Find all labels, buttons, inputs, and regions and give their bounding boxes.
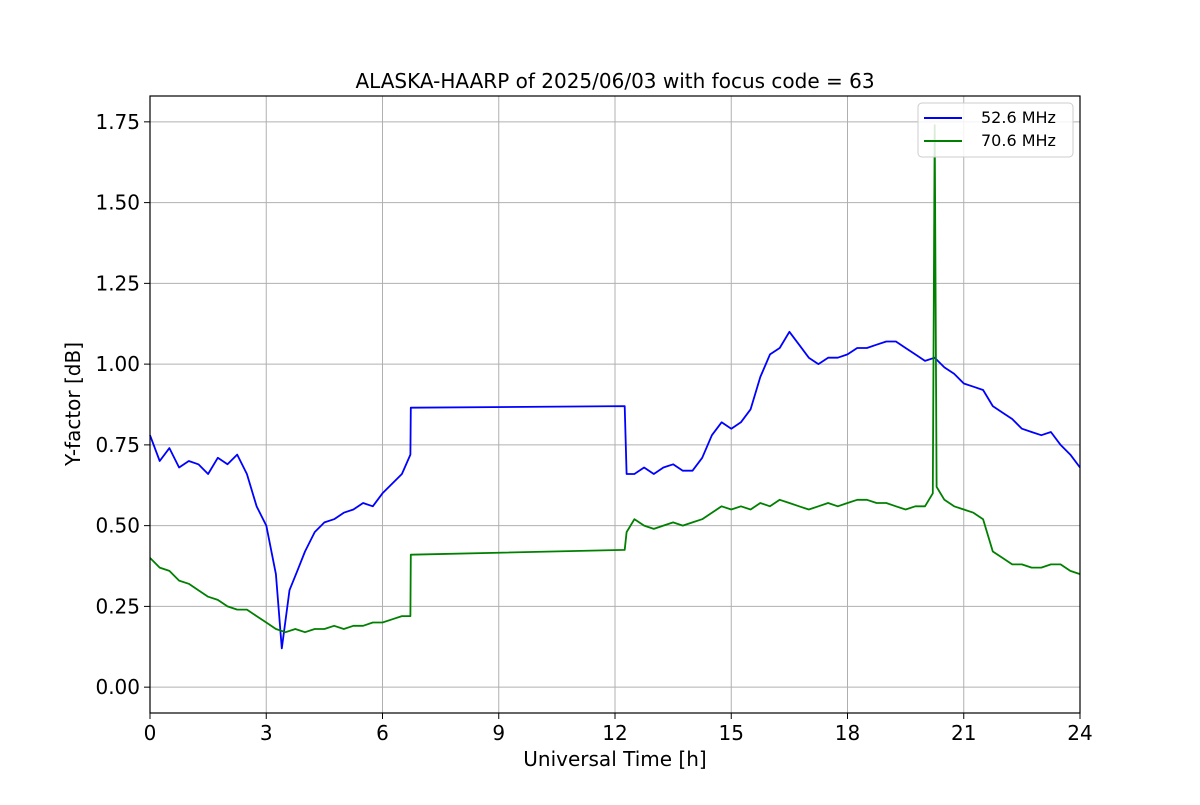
y-axis-label: Y-factor [dB] — [61, 342, 85, 467]
y-tick-label: 0.75 — [95, 433, 140, 457]
x-tick-label: 18 — [835, 721, 860, 745]
y-tick-label: 0.50 — [95, 514, 140, 538]
x-tick-label: 9 — [492, 721, 505, 745]
x-tick-label: 24 — [1067, 721, 1092, 745]
legend-box — [917, 102, 1074, 158]
x-tick-label: 0 — [144, 721, 157, 745]
y-tick-label: 1.25 — [95, 271, 140, 295]
y-tick-label: 0.00 — [95, 675, 140, 699]
axis-ticks: 0 3 6 9 12 15 18 21 24 0.00 0.25 0.50 0.75 1.00 1.25 1.… — [95, 110, 1092, 745]
x-tick-label: 3 — [260, 721, 273, 745]
x-tick-label: 6 — [376, 721, 389, 745]
legend: 52.6 MHz 70.6 MHz — [917, 102, 1074, 158]
series-group — [149, 124, 1081, 650]
y-tick-label: 1.50 — [95, 191, 140, 215]
x-tick-label: 21 — [951, 721, 976, 745]
y-tick-label: 1.75 — [95, 110, 140, 134]
series-line-70-6-mhz — [149, 124, 1081, 634]
chart-title: ALASKA-HAARP of 2025/06/03 with focus co… — [355, 69, 874, 93]
legend-label-70-6-mhz: 70.6 MHz — [981, 131, 1056, 150]
x-axis-label: Universal Time [h] — [523, 747, 706, 771]
x-tick-label: 15 — [719, 721, 744, 745]
y-tick-label: 1.00 — [95, 352, 140, 376]
series-line-52-6-mhz — [149, 330, 1081, 650]
y-tick-label: 0.25 — [95, 594, 140, 618]
x-tick-label: 12 — [602, 721, 627, 745]
legend-label-52-6-mhz: 52.6 MHz — [981, 108, 1056, 127]
